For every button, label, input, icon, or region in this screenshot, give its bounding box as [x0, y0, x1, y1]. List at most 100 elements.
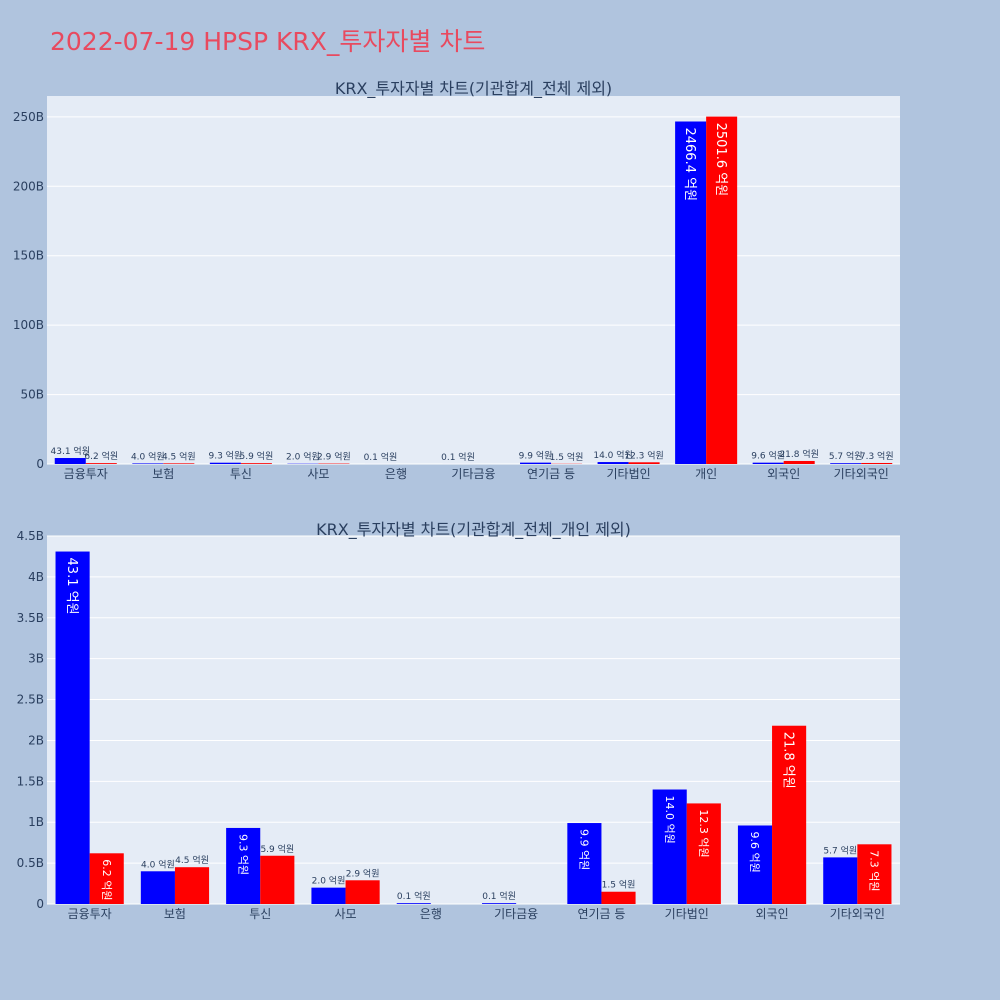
bar	[482, 903, 517, 904]
bar	[752, 462, 784, 464]
data-label: 12.3 억원	[697, 809, 710, 857]
bar	[861, 462, 893, 464]
x-tick-label: 기타금융	[451, 467, 495, 481]
bar	[601, 891, 636, 904]
bar	[783, 460, 815, 464]
data-label: 5.9 억원	[260, 843, 294, 855]
x-tick-label: 사모	[307, 467, 329, 481]
data-label: 2.9 억원	[317, 451, 351, 463]
data-label: 9.3 억원	[236, 834, 249, 875]
bar	[652, 789, 687, 904]
data-label: 5.7 억원	[829, 450, 863, 462]
data-label: 0.1 억원	[397, 890, 431, 902]
bar	[706, 116, 738, 464]
bar	[520, 462, 552, 464]
data-label: 0.1 억원	[364, 451, 398, 463]
bar	[396, 903, 431, 904]
bar	[54, 458, 86, 464]
bar	[140, 871, 175, 904]
data-label: 9.6 억원	[748, 831, 761, 872]
y-tick-label: 100B	[13, 318, 44, 332]
x-tick-label: 사모	[335, 907, 357, 921]
x-tick-label: 보험	[152, 467, 174, 481]
page-title: 2022-07-19 HPSP KRX_투자자별 차트	[50, 27, 486, 56]
x-tick-label: 보험	[164, 907, 186, 921]
bar	[823, 857, 858, 904]
data-label: 9.3 억원	[208, 450, 242, 462]
data-label: 2466.4 억원	[682, 127, 697, 201]
plot-area	[47, 96, 900, 464]
y-tick-label: 250B	[13, 110, 44, 124]
data-label: 2.0 억원	[312, 875, 346, 887]
x-tick-label: 기타금융	[494, 907, 538, 921]
y-tick-label: 2.5B	[17, 693, 44, 707]
x-tick-label: 은행	[420, 906, 442, 921]
x-tick-label: 은행	[385, 466, 407, 481]
bar	[686, 803, 721, 904]
chart-1: 0 50B 100B 150B 200B 250B KRX_투자자별 차트(기관합계_전체 …	[13, 79, 900, 481]
y-tick-label: 3.5B	[17, 611, 44, 625]
x-tick-label: 투신	[230, 467, 252, 481]
chart-2: 0 0.5B 1B 1.5B 2B 2.5B 3B 3.5B 4B 4.5B KRX_투자자별 차트…	[17, 520, 900, 921]
x-tick-label: 기타법인	[665, 907, 709, 921]
data-label: 5.9 억원	[240, 450, 274, 462]
bar	[85, 463, 117, 464]
bar	[226, 827, 261, 904]
data-label: 4.0 억원	[131, 450, 165, 462]
data-label: 2501.6 억원	[713, 123, 728, 197]
x-tick-label: 외국인	[755, 907, 788, 921]
y-tick-label: 1B	[28, 815, 44, 829]
data-label: 1.5 억원	[550, 451, 584, 463]
x-tick-label: 외국인	[767, 467, 800, 481]
data-label: 43.1 억원	[51, 445, 90, 457]
data-label: 9.9 억원	[578, 829, 591, 870]
y-tick-label: 0	[36, 897, 44, 911]
bar	[132, 463, 164, 464]
data-label: 43.1 억원	[64, 558, 79, 615]
bar	[163, 463, 195, 464]
x-tick-label: 투신	[249, 907, 271, 921]
bar	[567, 823, 602, 904]
bar	[737, 825, 773, 904]
bar	[857, 844, 892, 904]
data-label: 4.5 억원	[175, 854, 209, 866]
data-label: 6.2 억원	[84, 450, 118, 462]
data-label: 9.9 억원	[519, 450, 553, 462]
bar	[55, 551, 90, 904]
data-label: 9.6 억원	[751, 450, 785, 462]
chart-title: KRX_투자자별 차트(기관합계_전체 제외)	[335, 79, 612, 99]
x-tick-label: 개인	[695, 467, 717, 481]
y-tick-label: 4.5B	[17, 529, 44, 543]
y-tick-label: 0	[36, 457, 44, 471]
bar	[260, 855, 295, 904]
bar	[830, 463, 862, 464]
data-label: 2.0 억원	[286, 451, 320, 463]
data-label: 12.3 억원	[624, 449, 663, 461]
y-tick-label: 3B	[28, 652, 44, 666]
data-label: 2.9 억원	[346, 867, 380, 879]
data-label: 7.3 억원	[868, 850, 881, 891]
bar	[209, 462, 241, 464]
bar	[311, 887, 346, 904]
data-label: 6.2 억원	[100, 859, 113, 900]
bar	[597, 462, 629, 464]
data-label: 0.1 억원	[482, 890, 516, 902]
data-label: 14.0 억원	[593, 449, 632, 461]
y-tick-label: 1.5B	[17, 774, 44, 788]
x-tick-label: 연기금 등	[577, 907, 625, 921]
data-label: 5.7 억원	[823, 844, 857, 856]
data-label: 21.8 억원	[781, 732, 796, 789]
bar	[89, 853, 124, 904]
bar	[675, 121, 707, 464]
data-label: 4.0 억원	[141, 858, 175, 870]
y-tick-label: 4B	[28, 570, 44, 584]
data-label: 4.5 억원	[162, 450, 196, 462]
bar	[345, 880, 380, 904]
y-tick-label: 150B	[13, 249, 44, 263]
x-tick-label: 기타외국인	[830, 907, 885, 921]
data-label: 1.5 억원	[602, 879, 636, 891]
bar	[628, 462, 660, 464]
chart-title: KRX_투자자별 차트(기관합계_전체_개인 제외)	[316, 520, 631, 540]
data-label: 21.8 억원	[779, 448, 818, 460]
